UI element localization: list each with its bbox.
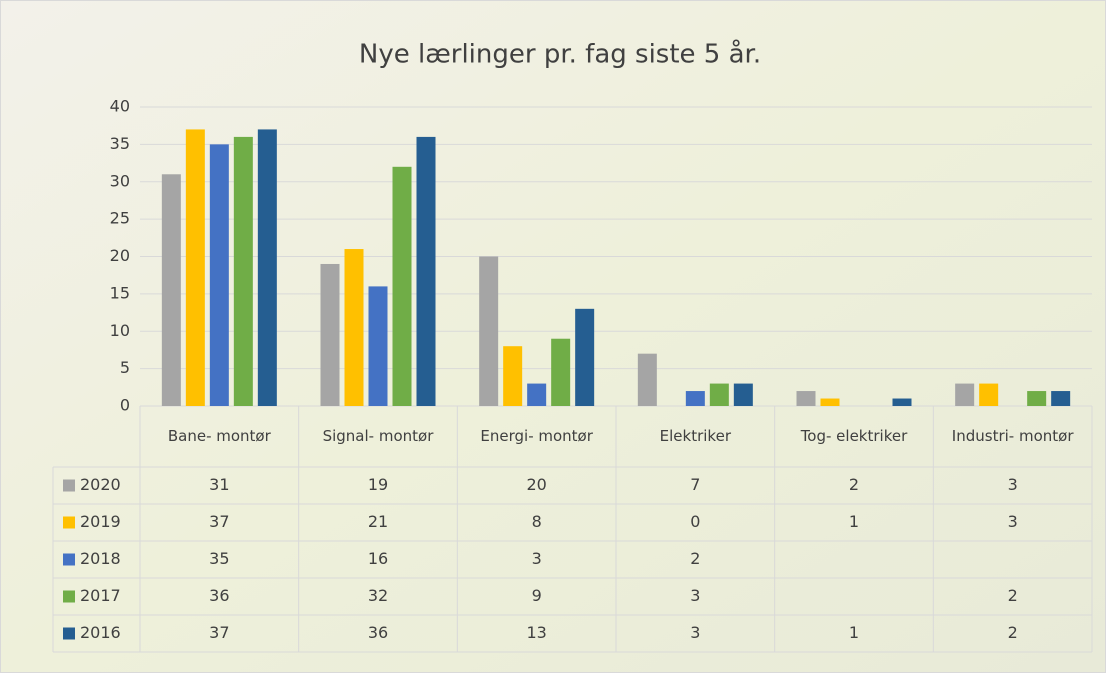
bar xyxy=(551,338,571,406)
bar xyxy=(820,398,840,406)
category-cell: Signal- montør xyxy=(322,426,434,445)
x-tick-label: Tog- elektriker xyxy=(800,426,908,445)
table-value: 3 xyxy=(1008,512,1018,531)
bar xyxy=(955,383,975,406)
legend-swatch xyxy=(63,627,75,640)
table-value: 36 xyxy=(209,586,229,605)
table-value: 31 xyxy=(209,475,229,494)
table-value: 37 xyxy=(209,623,229,642)
table-value: 2 xyxy=(849,475,859,494)
bar xyxy=(479,256,499,406)
table-value: 3 xyxy=(690,623,700,642)
table-value: 0 xyxy=(690,512,700,531)
table-value: 3 xyxy=(532,549,542,568)
bar xyxy=(1027,391,1047,406)
table-value: 2 xyxy=(1008,586,1018,605)
bar xyxy=(161,174,181,406)
bar xyxy=(892,398,912,406)
table-value: 8 xyxy=(532,512,542,531)
table-value: 1 xyxy=(849,512,859,531)
table-value: 2 xyxy=(1008,623,1018,642)
bar xyxy=(685,391,705,406)
y-tick-label: 30 xyxy=(110,171,130,190)
table-value: 21 xyxy=(368,512,388,531)
legend-label: 2016 xyxy=(80,623,121,642)
table-value: 19 xyxy=(368,475,388,494)
table-value: 35 xyxy=(209,549,229,568)
table-value: 37 xyxy=(209,512,229,531)
bar xyxy=(503,346,523,406)
legend-label: 2018 xyxy=(80,549,121,568)
y-tick-label: 35 xyxy=(110,134,130,153)
y-tick-label: 5 xyxy=(120,358,130,377)
table-value: 3 xyxy=(690,586,700,605)
y-tick-label: 20 xyxy=(110,246,130,265)
table-value: 1 xyxy=(849,623,859,642)
bar xyxy=(185,129,205,407)
x-tick-label: Energi- montør xyxy=(480,426,593,445)
table-value: 9 xyxy=(532,586,542,605)
table-value: 13 xyxy=(526,623,546,642)
category-cell: Tog- elektriker xyxy=(800,426,908,445)
y-tick-label: 15 xyxy=(110,283,130,302)
y-tick-label: 40 xyxy=(110,97,130,116)
bar xyxy=(637,353,657,406)
category-cell: Elektriker xyxy=(659,426,731,445)
bar xyxy=(368,286,388,406)
y-tick-label: 10 xyxy=(110,321,130,340)
bar xyxy=(709,383,729,406)
table-value: 3 xyxy=(1008,475,1018,494)
legend-swatch xyxy=(63,479,75,492)
bar xyxy=(1051,391,1071,406)
legend-swatch xyxy=(63,516,75,529)
bar xyxy=(416,136,436,406)
legend-swatch xyxy=(63,553,75,566)
legend-label: 2020 xyxy=(80,475,121,494)
y-tick-label: 0 xyxy=(120,396,130,415)
x-tick-label: Bane- montør xyxy=(167,426,271,445)
table-value: 32 xyxy=(368,586,388,605)
bar xyxy=(233,136,253,406)
bar xyxy=(320,263,340,406)
x-tick-label: Signal- montør xyxy=(322,426,434,445)
x-tick-label: Elektriker xyxy=(659,426,731,445)
table-value: 2 xyxy=(690,549,700,568)
bar xyxy=(575,308,595,406)
table-value: 7 xyxy=(690,475,700,494)
legend-label: 2019 xyxy=(80,512,121,531)
legend-swatch xyxy=(63,590,75,603)
table-value: 16 xyxy=(368,549,388,568)
y-tick-label: 25 xyxy=(110,209,130,228)
x-tick-label: Industri- montør xyxy=(951,426,1074,445)
bar xyxy=(979,383,999,406)
bar xyxy=(257,129,277,407)
category-cell: Bane- montør xyxy=(167,426,271,445)
category-cell: Industri- montør xyxy=(951,426,1074,445)
bar xyxy=(209,144,229,406)
legend-label: 2017 xyxy=(80,586,121,605)
chart-title: Nye lærlinger pr. fag siste 5 år. xyxy=(359,39,761,70)
category-cell: Energi- montør xyxy=(480,426,593,445)
bar xyxy=(344,249,364,406)
table-value: 36 xyxy=(368,623,388,642)
bar xyxy=(527,383,547,406)
bar xyxy=(392,166,412,406)
table-value: 20 xyxy=(526,475,546,494)
bar xyxy=(733,383,753,406)
bar xyxy=(796,391,816,406)
